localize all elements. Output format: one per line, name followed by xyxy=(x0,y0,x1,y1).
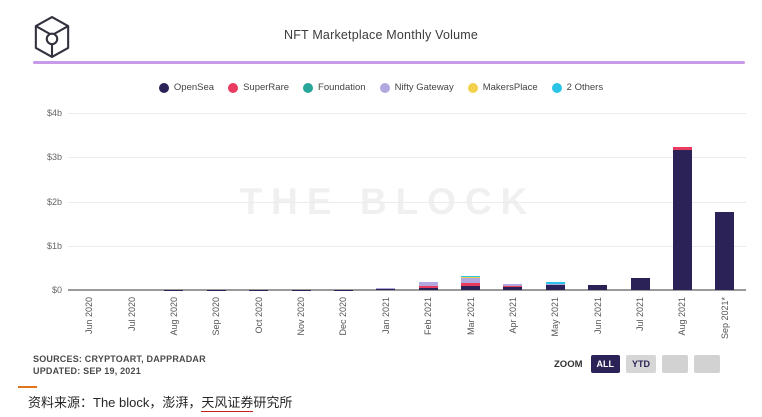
bar-segment xyxy=(545,282,565,285)
plot-area xyxy=(68,113,746,291)
gridline xyxy=(68,113,746,114)
gridline xyxy=(68,157,746,159)
x-tick-label: Jun 2021 xyxy=(592,297,603,335)
the-block-logo-icon xyxy=(34,16,70,58)
legend-dot xyxy=(551,82,562,93)
bar-segment xyxy=(418,286,438,288)
legend-dot xyxy=(303,82,314,93)
gridline xyxy=(68,201,746,203)
bar-segment xyxy=(461,283,481,287)
y-tick-label: $0 xyxy=(51,285,62,295)
bar-segment xyxy=(630,278,650,290)
x-tick-label: Jun 2020 xyxy=(84,297,95,335)
x-tick-label: Apr 2021 xyxy=(507,297,518,334)
x-tick-label: Sep 2021* xyxy=(719,297,730,340)
bar-segment xyxy=(672,150,692,290)
legend-dot xyxy=(228,82,239,93)
x-tick-label: Jan 2021 xyxy=(380,297,391,335)
x-tick-label: Aug 2021 xyxy=(677,297,688,336)
bar-feb-2021 xyxy=(418,281,438,290)
chart-sources: SOURCES: CRYPTOART, DAPPRADAR UPDATED: S… xyxy=(33,354,206,377)
x-tick-label: Jul 2020 xyxy=(126,297,137,332)
legend-label: OpenSea xyxy=(173,82,215,93)
bar-segment xyxy=(461,276,481,279)
x-tick-label: Jul 2021 xyxy=(635,297,646,332)
legend-label: MakersPlace xyxy=(482,82,538,93)
zoom-ytd-button[interactable]: YTD xyxy=(626,355,656,373)
caption-prefix: 资料来源：The block，澎湃， xyxy=(28,395,202,410)
bar-segment xyxy=(418,282,438,287)
bar-segment xyxy=(672,147,692,151)
bar-segment xyxy=(715,211,735,290)
zoom-control: ZOOM ALL YTD xyxy=(554,355,720,373)
updated-line: UPDATED: SEP 19, 2021 xyxy=(33,365,141,376)
y-tick-label: $3b xyxy=(46,152,62,163)
bar-may-2021 xyxy=(545,282,565,290)
bar-segment xyxy=(545,285,565,290)
legend-item-makersplace[interactable]: MakersPlace xyxy=(467,82,538,93)
x-axis-line xyxy=(68,289,746,291)
x-tick-label: Mar 2021 xyxy=(465,297,476,336)
bar-segment xyxy=(503,284,523,287)
x-tick-label: Oct 2020 xyxy=(253,297,264,334)
x-tick-label: Aug 2020 xyxy=(168,297,179,336)
y-tick-label: $4b xyxy=(46,108,62,118)
legend: OpenSea SuperRare Foundation Nifty Gateway M… xyxy=(0,82,762,93)
bar-segment xyxy=(376,289,396,290)
bar-sep-2021 xyxy=(715,211,735,290)
y-tick-label: $1b xyxy=(46,240,62,251)
x-tick-label: Nov 2020 xyxy=(296,297,307,336)
x-tick-label: May 2021 xyxy=(550,297,561,337)
legend-label: Foundation xyxy=(318,82,366,93)
caption-suffix: 研究所 xyxy=(253,395,293,410)
sources-line: SOURCES: CRYPTOART, DAPPRADAR xyxy=(33,354,206,364)
y-tick-label: $2b xyxy=(46,196,62,207)
legend-item-superrare[interactable]: SuperRare xyxy=(228,82,289,93)
chart-title: NFT Marketplace Monthly Volume xyxy=(283,28,479,42)
x-tick-label: Sep 2020 xyxy=(211,297,222,336)
zoom-blank-button-3[interactable] xyxy=(694,355,720,373)
header-divider xyxy=(33,61,745,64)
legend-dot xyxy=(379,82,390,93)
legend-item-opensea[interactable]: OpenSea xyxy=(158,82,215,93)
legend-label: 2 Others xyxy=(566,82,604,93)
legend-label: SuperRare xyxy=(243,82,290,93)
bar-segment xyxy=(503,286,523,290)
legend-label: Nifty Gateway xyxy=(394,82,454,93)
zoom-all-button[interactable]: ALL xyxy=(590,355,620,373)
bar-apr-2021 xyxy=(503,284,523,290)
source-caption: 资料来源：The block，澎湃，天风证券研究所 xyxy=(28,392,293,412)
chart-area: THE BLOCK $0 $1b $2b $3b $4b Jun 2020 Jul 2020… xyxy=(28,108,748,353)
bar-aug-2021 xyxy=(672,146,692,290)
legend-item-nifty-gateway[interactable]: Nifty Gateway xyxy=(379,82,454,93)
bar-segment xyxy=(588,285,608,290)
legend-dot xyxy=(467,82,478,93)
x-tick-label: Dec 2020 xyxy=(338,297,349,336)
bar-segment xyxy=(461,286,481,290)
bar-segment xyxy=(461,278,481,283)
legend-item-foundation[interactable]: Foundation xyxy=(303,82,366,93)
zoom-label: ZOOM xyxy=(554,358,583,370)
bar-mar-2021 xyxy=(461,276,481,290)
bar-segment xyxy=(418,287,438,290)
legend-item-2-others[interactable]: 2 Others xyxy=(551,82,604,93)
legend-dot xyxy=(158,82,169,93)
gridline xyxy=(68,245,746,247)
zoom-blank-button-2[interactable] xyxy=(662,355,688,373)
bar-jan-2021 xyxy=(376,288,396,290)
caption-underlined: 天风证券 xyxy=(201,395,254,412)
bar-jul-2021 xyxy=(630,278,650,290)
caption-accent-dash xyxy=(18,386,37,388)
bar-jun-2021 xyxy=(588,285,608,290)
x-tick-label: Feb 2021 xyxy=(423,297,434,336)
